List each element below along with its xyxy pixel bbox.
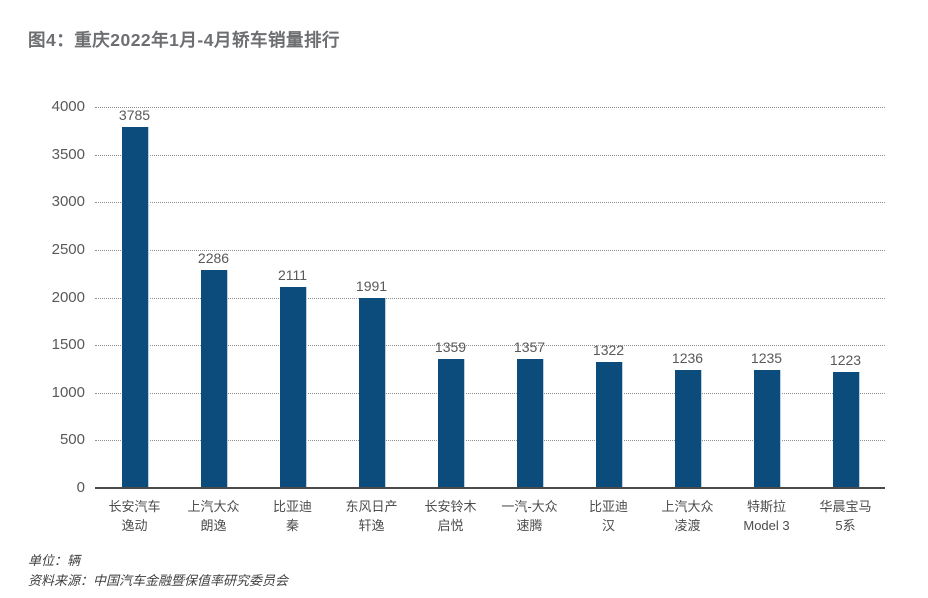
bar-slot: 1322	[569, 107, 648, 488]
x-axis-category-line: 特斯拉	[746, 499, 786, 514]
bar-slot: 1235	[727, 107, 806, 488]
x-axis-category-line: 轩逸	[358, 518, 385, 533]
x-axis-category-label: 东风日产 轩逸	[322, 497, 421, 535]
x-axis-category-line: 朗逸	[200, 518, 227, 533]
x-axis-category-line: 上汽大众	[661, 499, 714, 514]
x-axis-category-label: 特斯拉 Model 3	[717, 497, 816, 535]
gridline	[95, 392, 885, 394]
x-axis-category-line: 比亚迪	[272, 499, 312, 514]
y-axis-tick-label: 1500	[51, 336, 85, 354]
y-axis-tick-label: 2000	[51, 288, 85, 306]
bar-slot: 1357	[490, 107, 569, 488]
x-axis-category-line: 上汽大众	[187, 499, 240, 514]
x-axis-baseline	[95, 487, 885, 489]
gridline	[95, 440, 885, 442]
x-axis-category-label: 比亚迪秦	[243, 497, 342, 535]
bar-value-label: 1359	[434, 338, 467, 355]
bar	[121, 127, 149, 488]
bar-value-label: 1991	[355, 278, 388, 295]
bar	[358, 298, 386, 488]
gridline	[95, 154, 885, 156]
y-axis-tick-label: 4000	[51, 98, 85, 115]
bar-value-label: 1235	[750, 350, 783, 367]
x-axis-category-line: 东风日产	[345, 499, 398, 514]
x-axis-category-line: 5系	[835, 518, 856, 533]
x-axis-category-label: 一汽-大众速腾	[480, 497, 579, 535]
bar-slot: 2286	[174, 107, 253, 488]
bar-slot: 1359	[411, 107, 490, 488]
gridline	[95, 297, 885, 299]
bar-value-label: 3785	[118, 107, 151, 124]
gridline	[95, 345, 885, 347]
bar-value-label: 2286	[197, 250, 230, 267]
x-axis-category-line: 一汽-大众	[501, 499, 558, 514]
x-axis-category-line: 逸动	[121, 518, 148, 533]
x-axis-category-line: 启悦	[437, 518, 464, 533]
x-axis-category-line: 华晨宝马	[819, 499, 872, 514]
bar-slot: 1223	[806, 107, 885, 488]
bar	[279, 286, 307, 488]
x-axis-category-label: 比亚迪汉	[559, 497, 658, 535]
x-axis-category-label: 上汽大众 凌渡	[638, 497, 737, 535]
bar-value-label: 1236	[671, 350, 704, 367]
x-axis-category-line: Model 3	[743, 518, 790, 533]
chart-title: 图4：重庆2022年1月-4月轿车销量排行	[28, 30, 340, 50]
bar-slot: 3785	[95, 107, 174, 488]
x-axis-category-label: 华晨宝马 5系	[796, 497, 895, 535]
x-axis-category-line: 长安汽车	[108, 499, 161, 514]
x-axis-category-label: 长安汽车 逸动	[85, 497, 184, 535]
bar-value-label: 1322	[592, 342, 625, 359]
y-axis: 0 500 1000 1500 2000 2500 3000 3500 4000	[0, 99, 85, 496]
bar	[437, 358, 465, 488]
x-axis-category-line: 比亚迪	[588, 499, 628, 514]
bar	[200, 270, 228, 488]
bar-slot: 1236	[648, 107, 727, 488]
y-axis-tick-label: 2500	[51, 240, 85, 258]
source-note: 资料来源：中国汽车金融暨保值率研究委员会	[28, 573, 289, 588]
y-axis-tick-label: 500	[59, 431, 85, 449]
gridline	[95, 202, 885, 204]
y-axis-tick-label: 1000	[51, 383, 85, 401]
unit-note: 单位：辆	[28, 553, 81, 568]
bar-slot: 2111	[253, 107, 332, 488]
footnotes: 单位：辆 资料来源：中国汽车金融暨保值率研究委员会	[28, 551, 288, 591]
bar-value-label: 1357	[513, 338, 546, 355]
gridline	[95, 249, 885, 251]
bar	[753, 370, 781, 488]
bar	[595, 362, 623, 488]
x-axis-category-line: 速腾	[516, 518, 543, 533]
x-axis-category-label: 上汽大众 朗逸	[164, 497, 263, 535]
gridline	[95, 107, 885, 108]
bar	[674, 370, 702, 488]
bar-value-label: 2111	[277, 266, 308, 283]
x-axis-category-label: 长安铃木 启悦	[401, 497, 500, 535]
x-axis-category-line: 秦	[285, 518, 299, 533]
y-axis-tick-label: 3500	[51, 145, 85, 163]
bar	[832, 371, 860, 488]
bar-value-label: 1223	[829, 351, 862, 368]
plot-area: 3785 2286 2111 1991 1359 1357 1322 1236 1235 1223	[95, 107, 885, 488]
x-axis-category-line: 长安铃木	[424, 499, 477, 514]
y-axis-tick-label: 0	[76, 479, 85, 496]
bar-slot: 1991	[332, 107, 411, 488]
y-axis-tick-label: 3000	[51, 193, 85, 211]
x-axis-category-line: 凌渡	[674, 518, 701, 533]
bar	[516, 358, 544, 488]
x-axis-category-line: 汉	[601, 518, 615, 533]
